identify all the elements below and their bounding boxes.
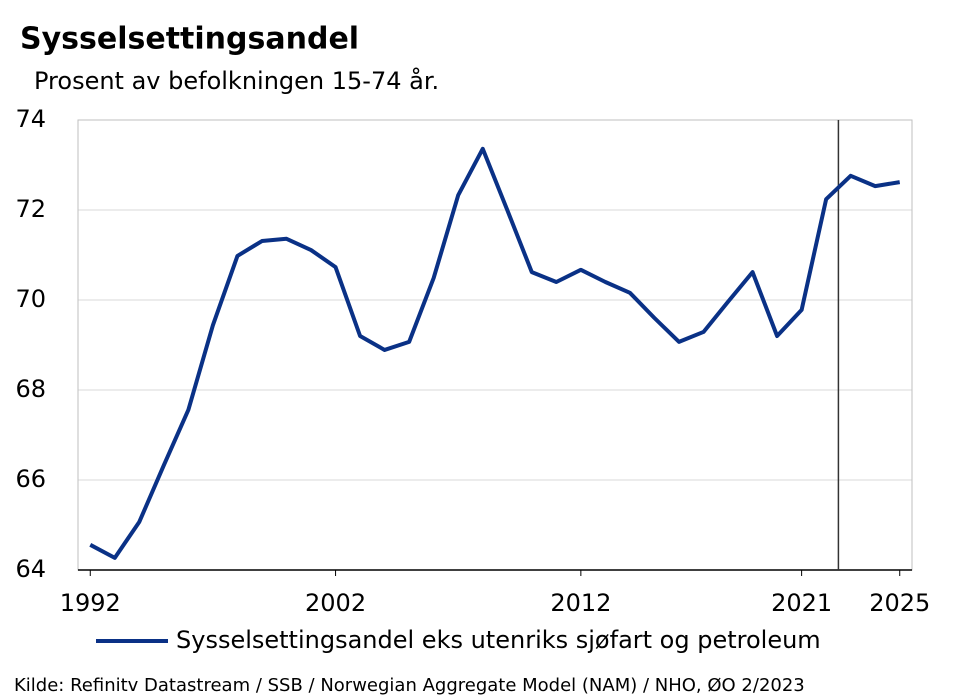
y-tick-label: 72 bbox=[15, 195, 46, 223]
chart-subtitle: Prosent av befolkningen 15-74 år. bbox=[34, 66, 439, 95]
y-tick-label: 68 bbox=[15, 375, 46, 403]
legend-label: Sysselsettingsandel eks utenriks sjøfart… bbox=[176, 626, 821, 654]
x-tick-label: 1992 bbox=[60, 589, 121, 617]
data-line bbox=[89, 146, 901, 560]
x-tick-label: 2021 bbox=[771, 589, 832, 617]
chart-title: Sysselsettingsandel bbox=[20, 22, 359, 57]
x-tick-label: 2025 bbox=[869, 589, 930, 617]
x-tick-label: 2002 bbox=[305, 589, 366, 617]
plot-border bbox=[77, 119, 913, 571]
x-tick-label: 2012 bbox=[550, 589, 611, 617]
y-tick-label: 66 bbox=[15, 465, 46, 493]
y-tick-label: 74 bbox=[15, 105, 46, 133]
y-tick-label: 64 bbox=[15, 555, 46, 583]
source: Kilde: Refinitv Datastream / SSB / Norwe… bbox=[14, 675, 805, 696]
y-tick-label: 70 bbox=[15, 285, 46, 313]
